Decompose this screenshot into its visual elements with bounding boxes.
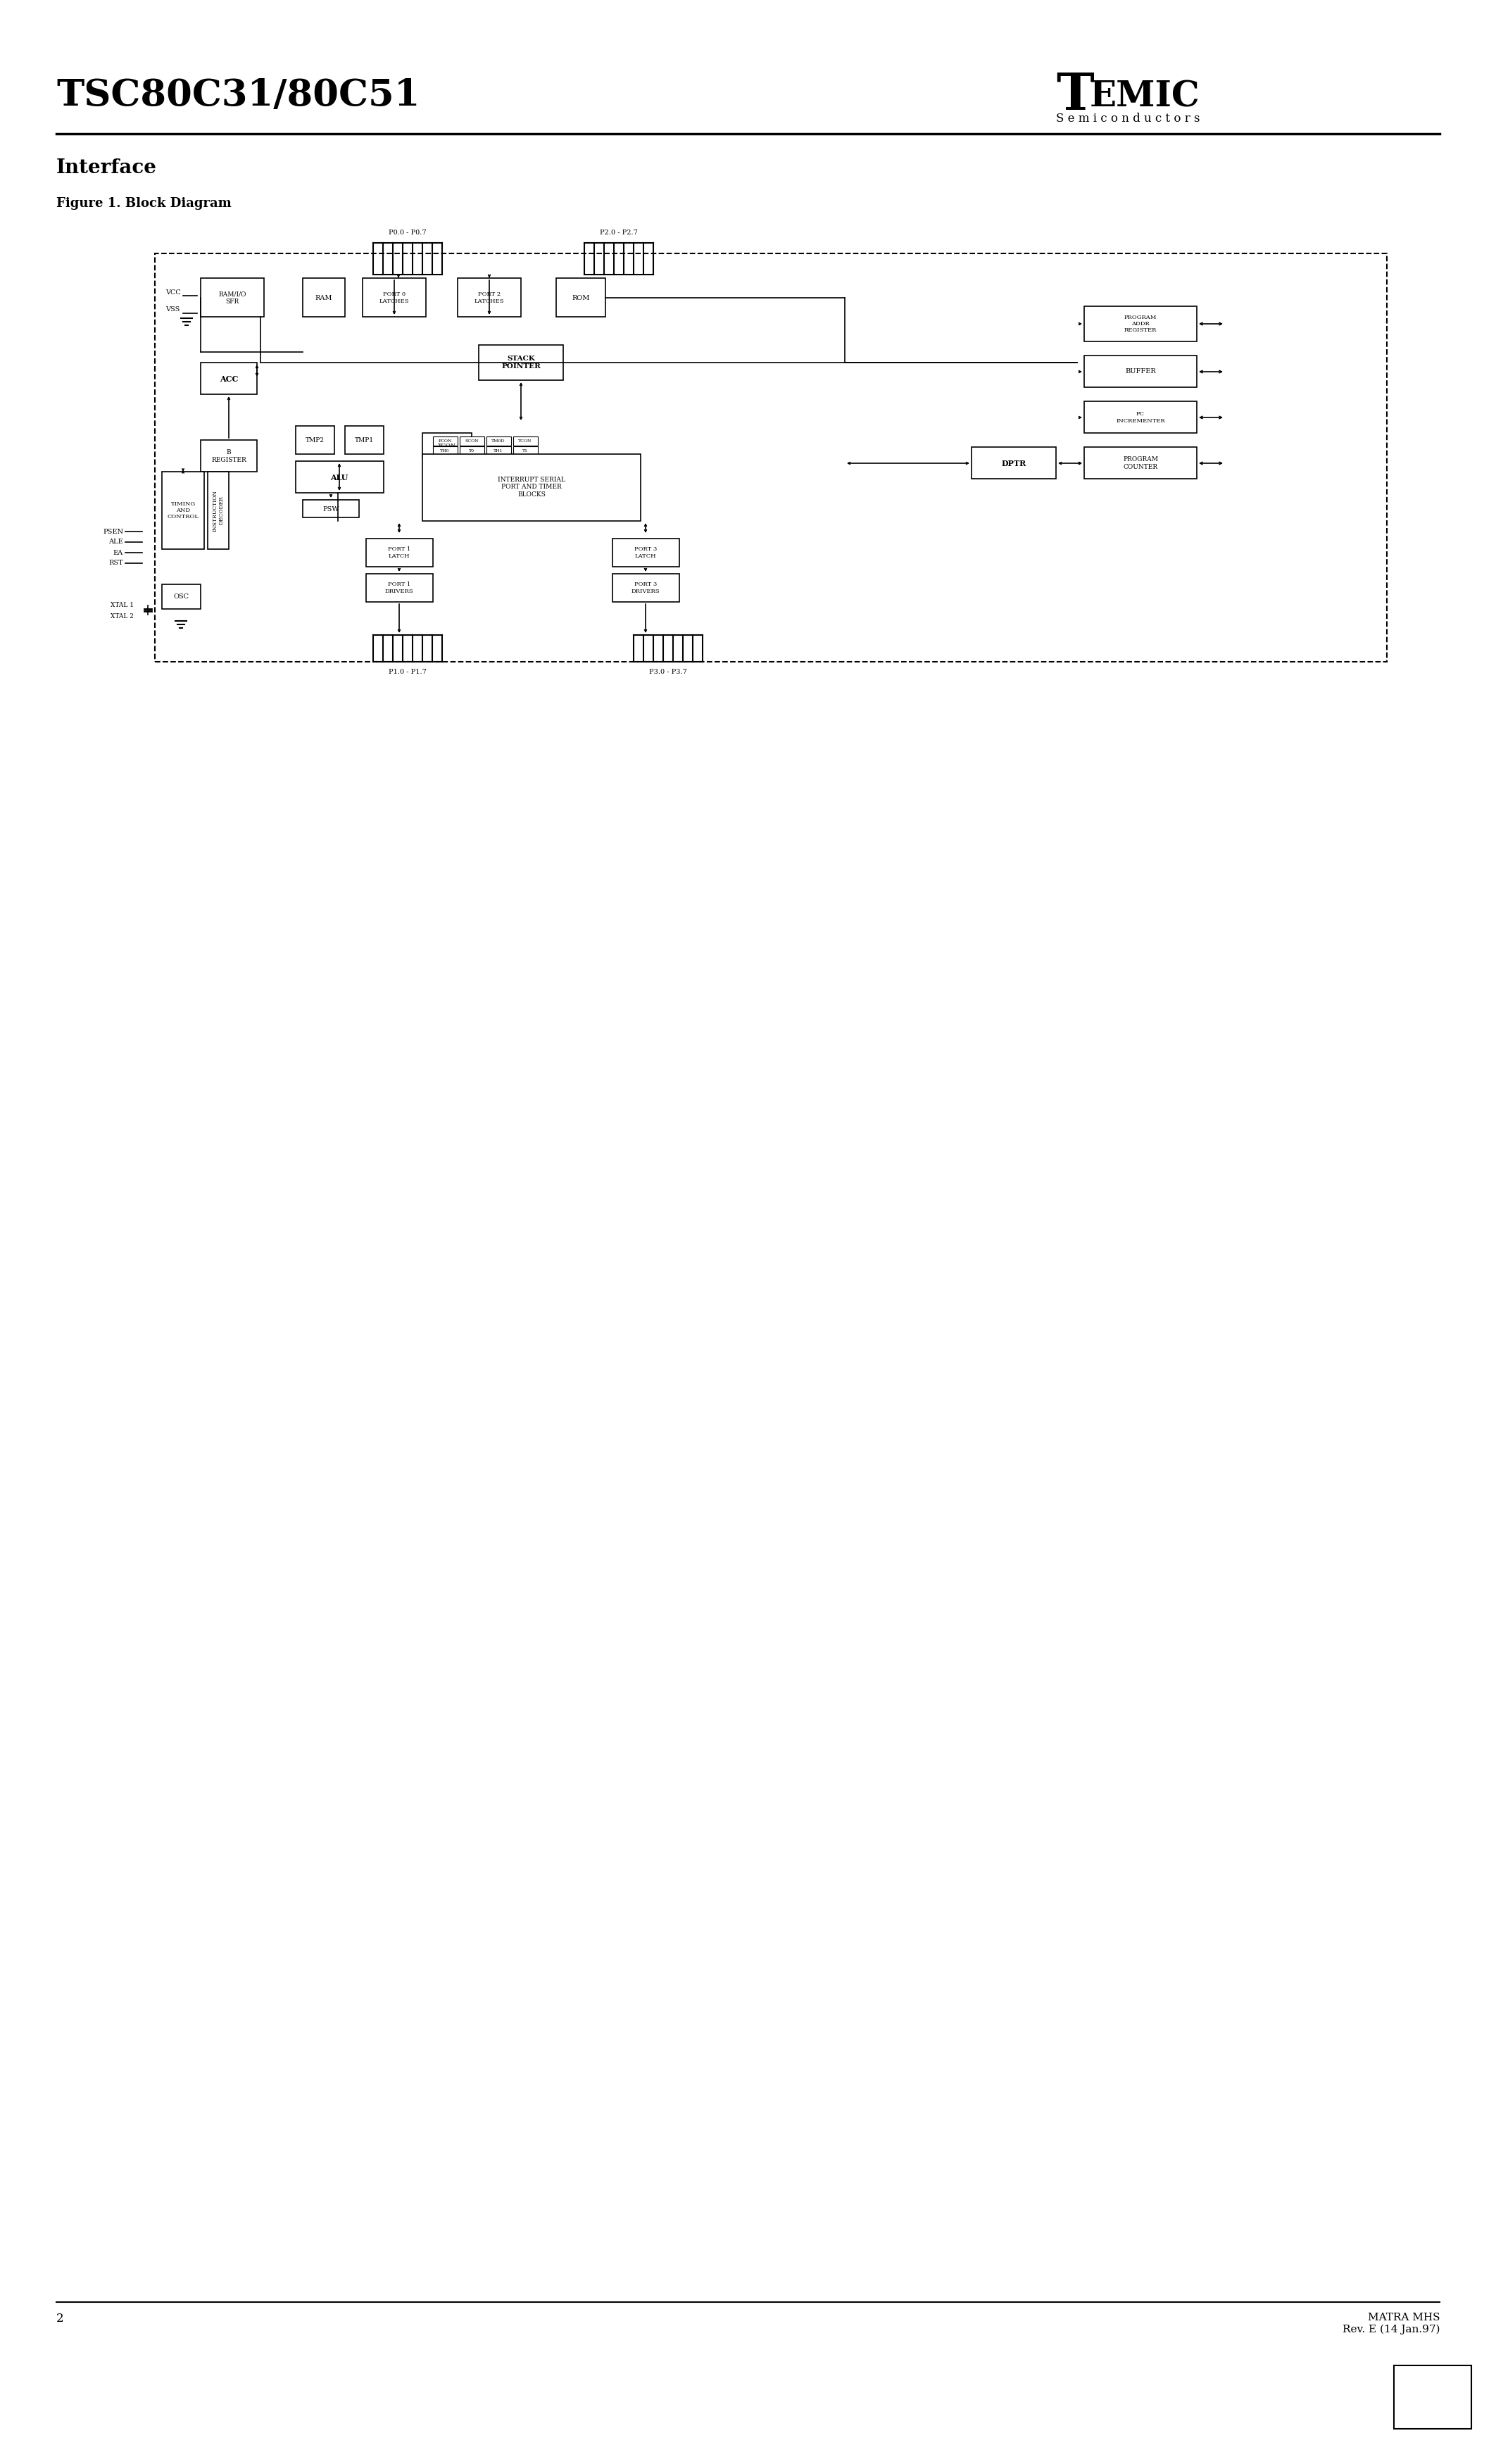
Text: TCON: TCON bbox=[519, 439, 533, 444]
Text: PCON: PCON bbox=[438, 439, 452, 444]
Text: PORT 2
LATCHES: PORT 2 LATCHES bbox=[474, 291, 504, 303]
Text: RAM: RAM bbox=[316, 296, 332, 301]
Bar bbox=[296, 461, 383, 493]
Text: T1: T1 bbox=[522, 448, 528, 453]
Text: TH0: TH0 bbox=[440, 448, 450, 453]
Bar bbox=[302, 500, 359, 517]
Bar bbox=[422, 453, 640, 520]
Text: EMIC: EMIC bbox=[1089, 79, 1200, 113]
Bar bbox=[346, 426, 383, 453]
Text: ROM: ROM bbox=[571, 296, 589, 301]
Bar bbox=[459, 436, 485, 446]
Bar bbox=[557, 278, 606, 318]
Text: ALE: ALE bbox=[109, 540, 123, 545]
Bar bbox=[459, 446, 485, 456]
Text: XTAL 1: XTAL 1 bbox=[111, 601, 133, 609]
Bar bbox=[1085, 446, 1197, 478]
Bar bbox=[200, 362, 257, 394]
Text: XTAL 2: XTAL 2 bbox=[111, 614, 133, 618]
Text: RST: RST bbox=[109, 559, 123, 567]
Text: T: T bbox=[1056, 71, 1094, 121]
Text: PORT 1
LATCH: PORT 1 LATCH bbox=[387, 547, 410, 559]
Text: P1.0 - P1.7: P1.0 - P1.7 bbox=[389, 668, 426, 675]
Bar bbox=[422, 434, 471, 458]
Text: TIMING
AND
CONTROL: TIMING AND CONTROL bbox=[168, 500, 199, 520]
Text: SCON: SCON bbox=[465, 439, 479, 444]
Text: OSC: OSC bbox=[174, 594, 188, 601]
Text: PC
INCREMENTER: PC INCREMENTER bbox=[1116, 411, 1165, 424]
Bar bbox=[1085, 306, 1197, 342]
Text: PSEN: PSEN bbox=[103, 527, 123, 535]
Bar bbox=[513, 446, 539, 456]
Bar bbox=[1394, 2365, 1472, 2430]
Text: TMP2: TMP2 bbox=[305, 436, 325, 444]
Text: MATRA MHS
Rev. E (14 Jan.97): MATRA MHS Rev. E (14 Jan.97) bbox=[1342, 2314, 1439, 2333]
Text: VCC: VCC bbox=[166, 288, 181, 296]
Text: ACC: ACC bbox=[220, 375, 238, 382]
Text: STACK
POINTER: STACK POINTER bbox=[501, 355, 540, 370]
Text: PORT 0
LATCHES: PORT 0 LATCHES bbox=[380, 291, 410, 303]
Bar bbox=[208, 471, 229, 549]
Bar bbox=[200, 441, 257, 471]
Text: P2.0 - P2.7: P2.0 - P2.7 bbox=[600, 229, 637, 237]
Text: INSTRUCTION
DECODER: INSTRUCTION DECODER bbox=[212, 490, 224, 532]
Bar bbox=[971, 446, 1056, 478]
Text: PSW: PSW bbox=[323, 505, 340, 513]
Text: TM0D: TM0D bbox=[492, 439, 506, 444]
Bar bbox=[302, 278, 346, 318]
Bar bbox=[432, 446, 458, 456]
Text: ALU: ALU bbox=[331, 473, 349, 480]
Bar bbox=[1085, 355, 1197, 387]
Bar bbox=[367, 574, 432, 601]
Text: Figure 1. Block Diagram: Figure 1. Block Diagram bbox=[57, 197, 232, 209]
Bar bbox=[513, 436, 539, 446]
Text: PORT 3
DRIVERS: PORT 3 DRIVERS bbox=[631, 582, 660, 594]
Bar bbox=[296, 426, 335, 453]
Bar bbox=[479, 345, 562, 379]
Bar bbox=[612, 574, 679, 601]
Bar bbox=[156, 254, 1387, 663]
Text: PORT 1
DRIVERS: PORT 1 DRIVERS bbox=[384, 582, 413, 594]
Text: 2: 2 bbox=[57, 2314, 64, 2324]
Text: TMP1: TMP1 bbox=[355, 436, 374, 444]
Text: BUFFER: BUFFER bbox=[1125, 370, 1156, 375]
Text: TCON: TCON bbox=[438, 444, 456, 448]
Text: TH1: TH1 bbox=[494, 448, 503, 453]
Bar bbox=[1085, 402, 1197, 434]
Text: PORT 3
LATCH: PORT 3 LATCH bbox=[634, 547, 657, 559]
Text: DPTR: DPTR bbox=[1001, 458, 1026, 468]
Bar bbox=[458, 278, 521, 318]
Bar bbox=[162, 471, 203, 549]
Bar bbox=[362, 278, 426, 318]
Text: T0: T0 bbox=[468, 448, 474, 453]
Text: RAM/I/O
SFR: RAM/I/O SFR bbox=[218, 291, 247, 306]
Text: PROGRAM
ADDR
REGISTER: PROGRAM ADDR REGISTER bbox=[1123, 315, 1156, 333]
Text: S e m i c o n d u c t o r s: S e m i c o n d u c t o r s bbox=[1056, 113, 1200, 126]
Bar bbox=[200, 278, 263, 318]
Text: PROGRAM
COUNTER: PROGRAM COUNTER bbox=[1123, 456, 1158, 471]
Text: TSC80C31/80C51: TSC80C31/80C51 bbox=[57, 76, 420, 113]
Bar bbox=[162, 584, 200, 609]
Bar bbox=[486, 436, 512, 446]
Text: VSS: VSS bbox=[166, 306, 180, 313]
Text: INTERRUPT SERIAL
PORT AND TIMER
BLOCKS: INTERRUPT SERIAL PORT AND TIMER BLOCKS bbox=[498, 476, 565, 498]
Text: B
REGISTER: B REGISTER bbox=[211, 448, 247, 463]
Bar bbox=[612, 540, 679, 567]
Text: P0.0 - P0.7: P0.0 - P0.7 bbox=[389, 229, 426, 237]
Text: EA: EA bbox=[114, 549, 123, 557]
Text: P3.0 - P3.7: P3.0 - P3.7 bbox=[649, 668, 687, 675]
Bar bbox=[432, 436, 458, 446]
Bar bbox=[486, 446, 512, 456]
Text: Interface: Interface bbox=[57, 158, 157, 177]
Bar bbox=[367, 540, 432, 567]
